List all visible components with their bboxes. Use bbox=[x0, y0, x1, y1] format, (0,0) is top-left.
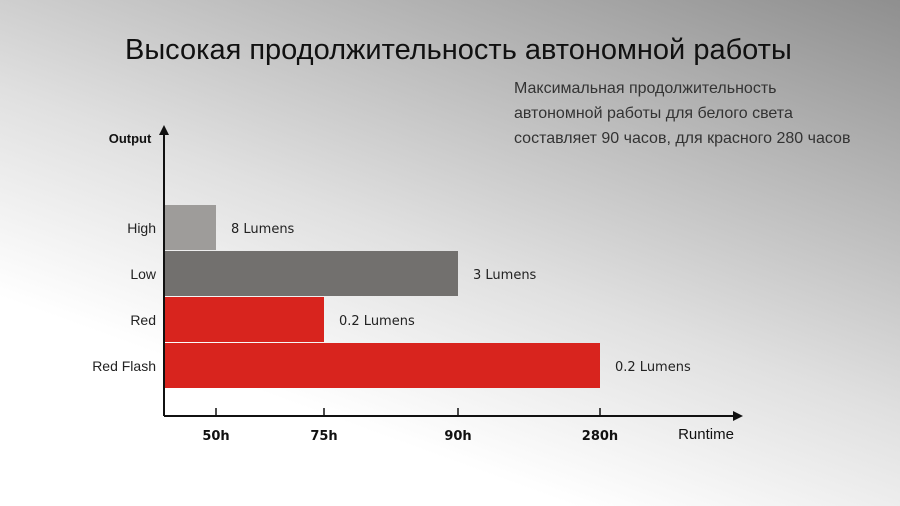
category-label-red-flash: Red Flash bbox=[92, 358, 156, 374]
x-tick-label-50h: 50h bbox=[202, 429, 229, 444]
bar-high bbox=[164, 205, 216, 250]
bar-red bbox=[164, 297, 324, 342]
subtitle: Максимальная продолжительность автономно… bbox=[514, 80, 851, 147]
page-title: Высокая продолжительность автономной раб… bbox=[125, 34, 792, 66]
category-label-high: High bbox=[127, 220, 156, 236]
category-label-low: Low bbox=[130, 266, 157, 282]
data-label-low: 3 Lumens bbox=[473, 268, 537, 283]
x-tick-label-280h: 280h bbox=[582, 429, 618, 444]
x-tick-label-90h: 90h bbox=[444, 429, 471, 444]
bar-low bbox=[164, 251, 458, 296]
x-tick-label-75h: 75h bbox=[310, 429, 337, 444]
x-axis-label: Runtime bbox=[678, 426, 734, 443]
bar-red-flash bbox=[164, 343, 600, 388]
y-axis-label: Output bbox=[109, 131, 152, 146]
data-label-red: 0.2 Lumens bbox=[339, 314, 415, 329]
data-label-high: 8 Lumens bbox=[231, 222, 295, 237]
data-label-red-flash: 0.2 Lumens bbox=[615, 360, 691, 375]
category-label-red: Red bbox=[130, 312, 156, 328]
